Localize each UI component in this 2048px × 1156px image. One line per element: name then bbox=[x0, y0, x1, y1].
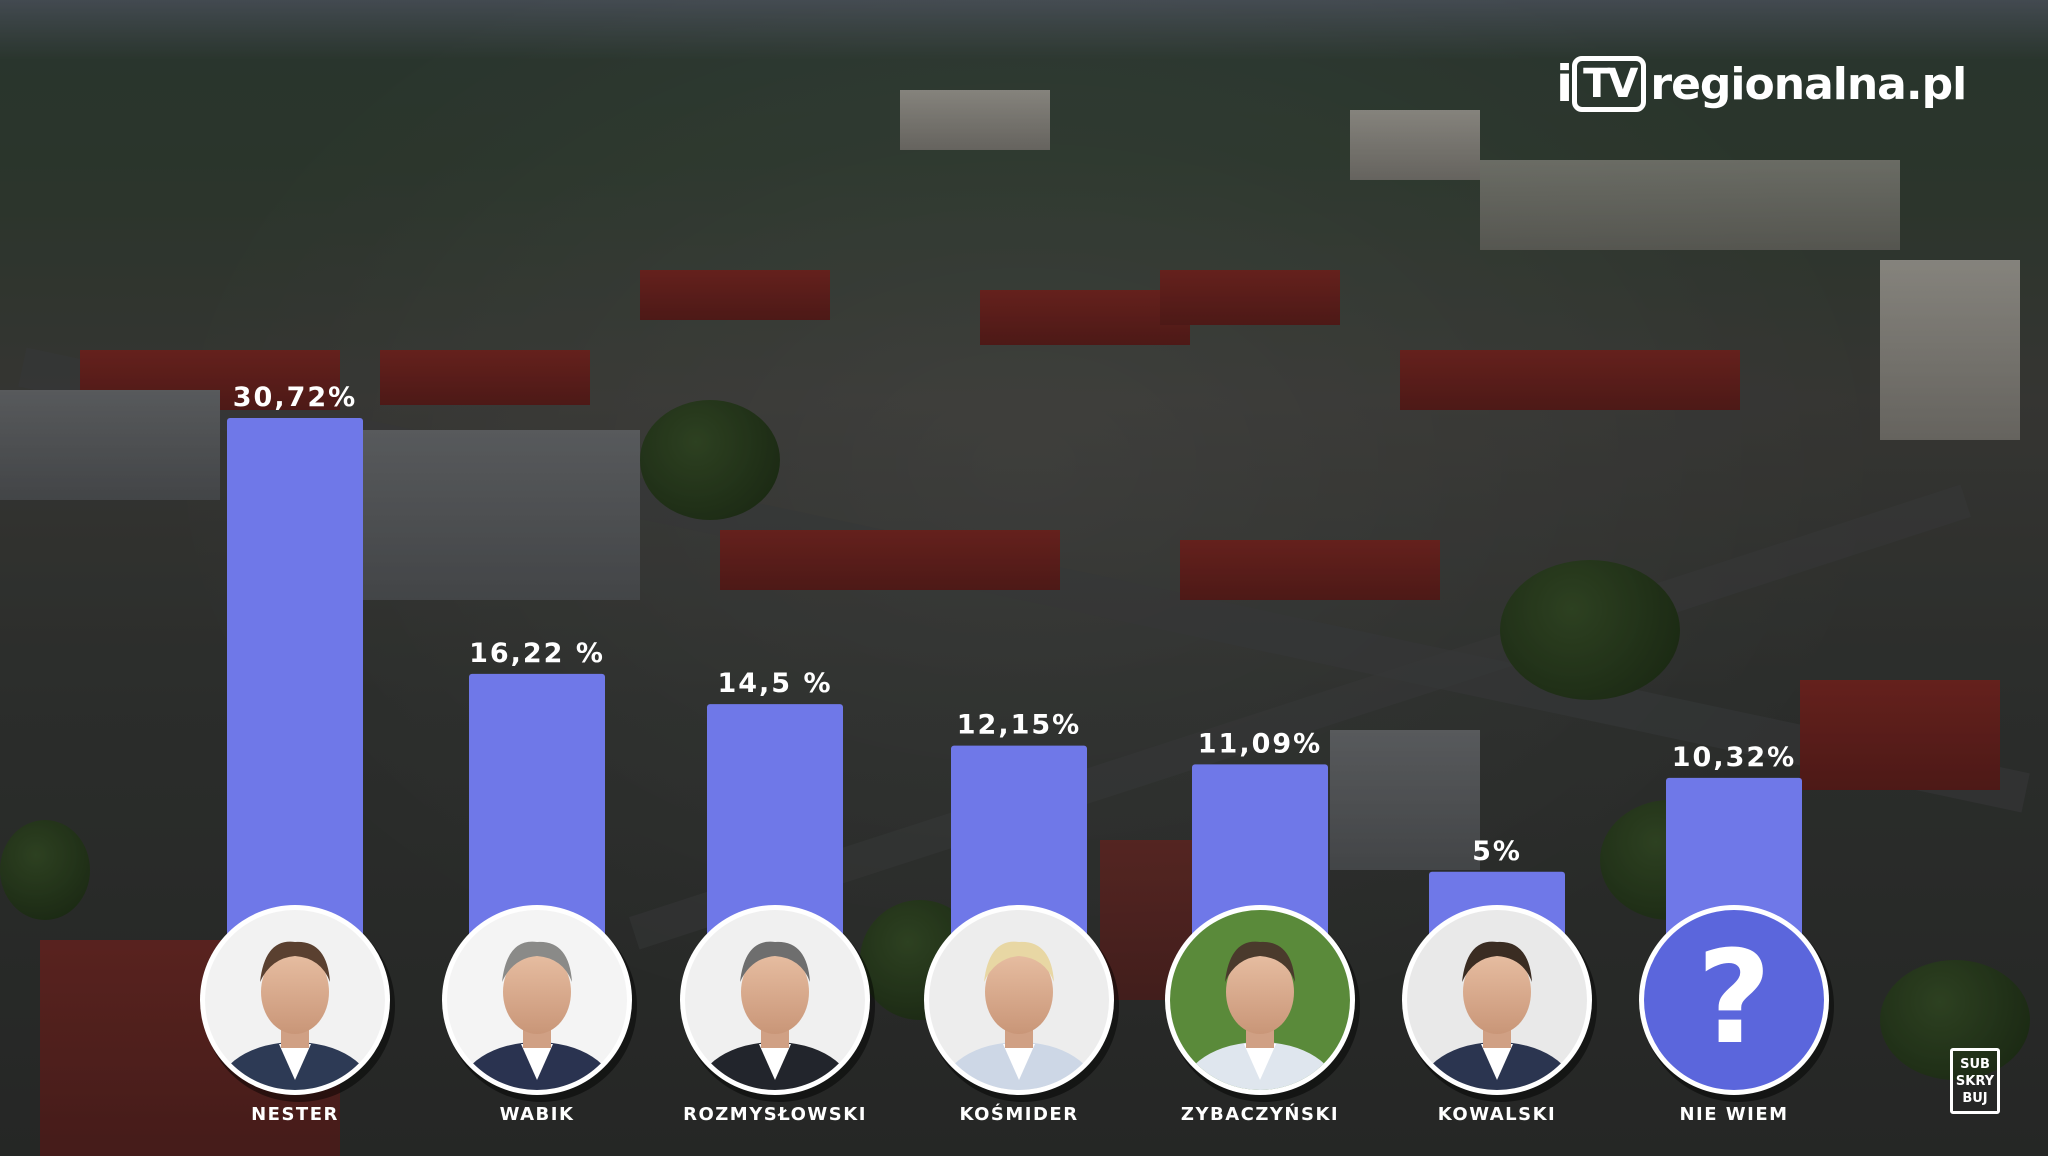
avatar-5 bbox=[1402, 905, 1597, 1102]
value-label-0: 30,72% bbox=[233, 382, 357, 413]
subscribe-badge[interactable]: SUB SKRY BUJ bbox=[1950, 1048, 2000, 1114]
value-label-4: 11,09% bbox=[1198, 728, 1322, 759]
avatar-2 bbox=[680, 905, 875, 1102]
bar-3 bbox=[951, 745, 1087, 962]
portrait-icon bbox=[1407, 910, 1587, 1090]
avatar-4 bbox=[1165, 905, 1360, 1102]
portrait-icon bbox=[447, 910, 627, 1090]
category-label-2: ROZMYSŁOWSKI bbox=[683, 1104, 867, 1125]
category-label-1: WABIK bbox=[500, 1104, 575, 1125]
value-label-5: 5% bbox=[1472, 836, 1522, 867]
category-label-3: KOŚMIDER bbox=[959, 1103, 1078, 1125]
avatar-6: ? bbox=[1639, 905, 1834, 1102]
bar-2 bbox=[707, 704, 843, 962]
portrait-icon bbox=[685, 910, 865, 1090]
svg-text:?: ? bbox=[1697, 924, 1771, 1073]
subscribe-line-3: BUJ bbox=[1962, 1090, 1988, 1106]
avatar-3 bbox=[924, 905, 1119, 1102]
category-label-6: NIE WIEM bbox=[1679, 1104, 1788, 1125]
question-mark-icon bbox=[1644, 910, 1824, 1090]
value-label-1: 16,22 % bbox=[469, 638, 605, 669]
itv-logo-mark-icon: i TV bbox=[1556, 55, 1647, 113]
value-label-2: 14,5 % bbox=[717, 668, 832, 699]
bar-1 bbox=[469, 673, 605, 962]
bar-0 bbox=[227, 418, 363, 962]
portrait-icon bbox=[205, 910, 385, 1090]
category-label-5: KOWALSKI bbox=[1438, 1104, 1557, 1125]
portrait-icon bbox=[1170, 910, 1350, 1090]
avatar-0 bbox=[200, 905, 395, 1102]
category-label-0: NESTER bbox=[251, 1104, 339, 1125]
subscribe-line-1: SUB bbox=[1960, 1056, 1990, 1072]
category-label-4: ZYBACZYŃSKI bbox=[1181, 1103, 1339, 1125]
portrait-icon bbox=[929, 910, 1109, 1090]
tv-regionalna-logo: i TV regionalna.pl bbox=[1556, 55, 1967, 113]
value-label-6: 10,32% bbox=[1672, 742, 1796, 773]
subscribe-line-2: SKRY bbox=[1955, 1073, 1995, 1089]
value-label-3: 12,15% bbox=[957, 710, 1081, 741]
avatar-1 bbox=[442, 905, 637, 1102]
